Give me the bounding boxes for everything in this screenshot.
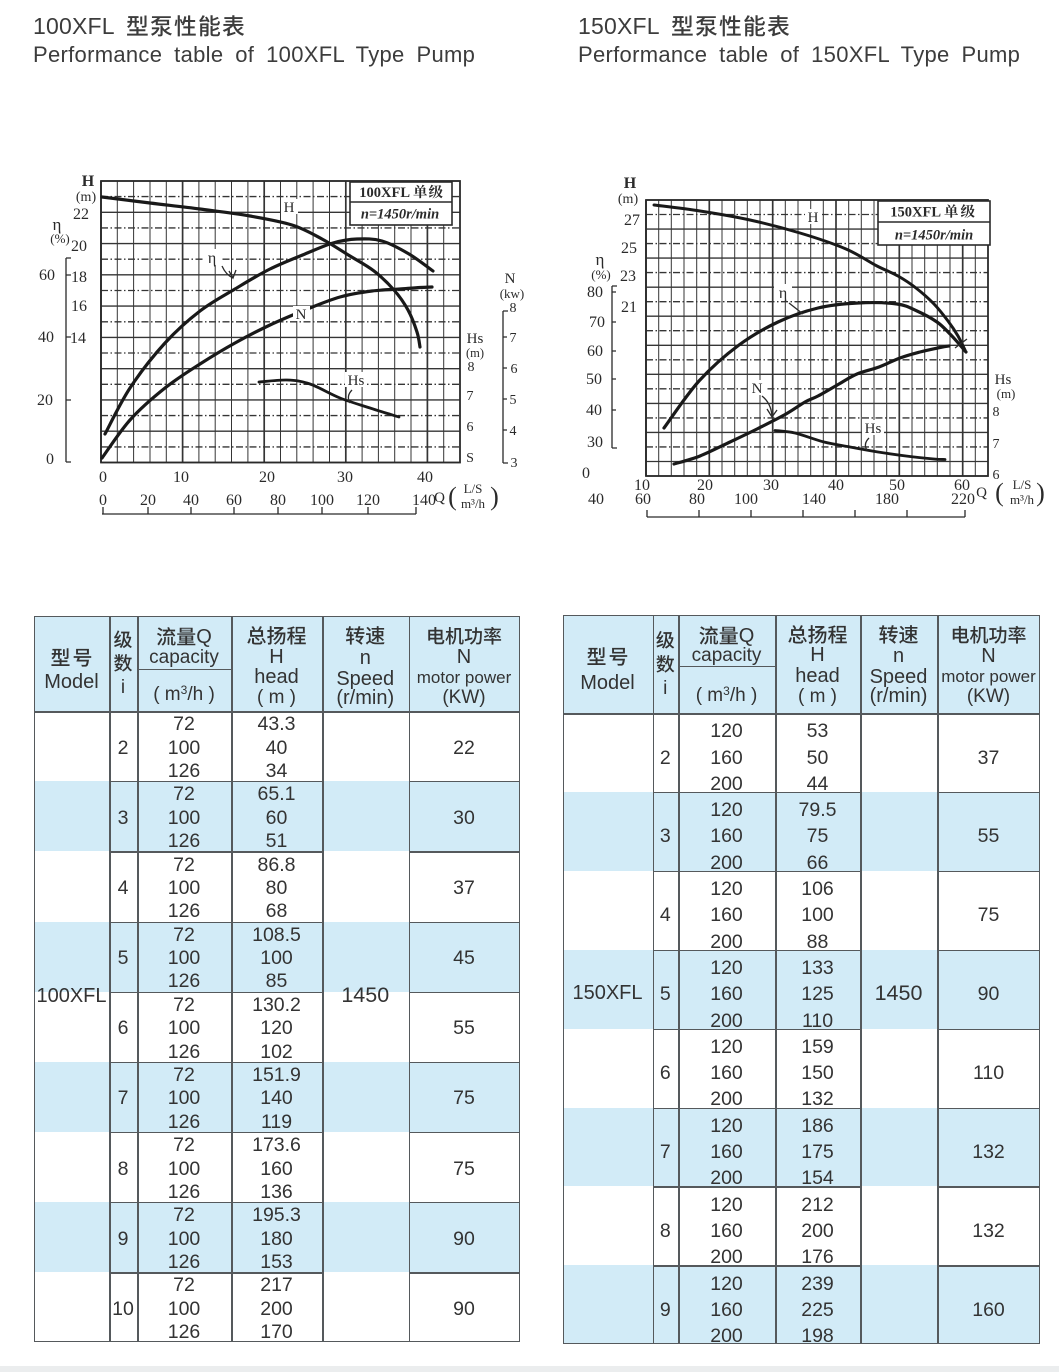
svg-text:n=1450r/min: n=1450r/min (361, 207, 439, 223)
svg-text:80: 80 (587, 284, 603, 301)
svg-text:0: 0 (46, 451, 54, 468)
svg-text:60: 60 (226, 492, 242, 509)
svg-text:H: H (624, 175, 637, 192)
svg-text:0: 0 (99, 492, 107, 509)
svg-text:100: 100 (310, 492, 334, 509)
svg-text:(%): (%) (591, 267, 611, 282)
svg-text:7: 7 (510, 331, 517, 346)
svg-text:16: 16 (71, 298, 87, 315)
svg-text:100: 100 (734, 491, 758, 508)
svg-text:30: 30 (587, 434, 603, 451)
svg-text:20: 20 (259, 469, 275, 486)
svg-text:): ) (490, 482, 499, 511)
svg-text:60: 60 (587, 343, 603, 360)
svg-text:η: η (208, 250, 216, 267)
svg-text:N: N (296, 307, 307, 323)
svg-text:21: 21 (621, 299, 637, 316)
svg-text:7: 7 (467, 389, 474, 404)
svg-text:20: 20 (140, 492, 156, 509)
svg-text:(m): (m) (997, 386, 1016, 401)
svg-text:14: 14 (70, 330, 86, 347)
svg-text:180: 180 (875, 491, 899, 508)
svg-text:6: 6 (467, 420, 474, 435)
svg-text:40: 40 (588, 491, 604, 508)
svg-text:Q: Q (434, 490, 445, 506)
svg-text:Q: Q (976, 485, 987, 501)
svg-text:150XFL: 150XFL (890, 205, 941, 221)
svg-text:N: N (752, 381, 763, 397)
svg-text:30: 30 (763, 477, 779, 494)
svg-text:4: 4 (510, 424, 517, 439)
svg-text:220: 220 (951, 491, 975, 508)
svg-text:10: 10 (173, 469, 189, 486)
svg-text:140: 140 (412, 492, 436, 509)
svg-text:22: 22 (73, 206, 89, 223)
svg-text:S: S (466, 451, 474, 466)
svg-text:40: 40 (586, 402, 602, 419)
svg-text:40: 40 (828, 477, 844, 494)
svg-text:(m): (m) (76, 190, 97, 205)
svg-text:0: 0 (99, 469, 107, 486)
svg-text:(kw): (kw) (500, 286, 525, 301)
svg-text:6: 6 (993, 468, 1000, 483)
svg-text:H: H (808, 210, 819, 226)
svg-text:0: 0 (582, 465, 590, 482)
svg-text:η: η (53, 215, 62, 234)
svg-text:Hs: Hs (467, 331, 484, 347)
svg-text:40: 40 (417, 469, 433, 486)
svg-text:8: 8 (468, 360, 475, 375)
svg-text:20: 20 (37, 392, 53, 409)
svg-text:η: η (779, 285, 787, 302)
svg-text:H: H (284, 200, 295, 216)
svg-text:6: 6 (511, 362, 518, 377)
svg-text:8: 8 (510, 301, 517, 316)
svg-text:70: 70 (589, 314, 605, 331)
svg-text:H: H (82, 173, 95, 190)
svg-text:80: 80 (689, 491, 705, 508)
svg-text:60: 60 (635, 491, 651, 508)
svg-text:Hs: Hs (865, 421, 882, 437)
svg-text:7: 7 (993, 437, 1000, 452)
svg-text:50: 50 (889, 477, 905, 494)
svg-text:10: 10 (634, 477, 650, 494)
svg-text:(m): (m) (466, 346, 484, 360)
svg-text:80: 80 (270, 492, 286, 509)
svg-text:n=1450r/min: n=1450r/min (895, 228, 973, 244)
svg-text:30: 30 (337, 469, 353, 486)
svg-text:m³/h: m³/h (461, 496, 486, 511)
svg-text:100XFL: 100XFL (359, 185, 410, 201)
svg-text:Hs: Hs (348, 373, 365, 389)
svg-text:Hs: Hs (995, 372, 1012, 388)
svg-text:(: ( (995, 478, 1004, 507)
svg-text:L/S: L/S (1013, 477, 1032, 492)
svg-text:40: 40 (183, 492, 199, 509)
svg-text:(: ( (448, 482, 457, 511)
svg-text:20: 20 (697, 477, 713, 494)
svg-text:50: 50 (586, 371, 602, 388)
svg-text:8: 8 (993, 405, 1000, 420)
svg-text:20: 20 (71, 238, 87, 255)
svg-text:): ) (1036, 478, 1045, 507)
svg-text:120: 120 (356, 492, 380, 509)
svg-text:η: η (596, 250, 605, 269)
svg-text:N: N (505, 271, 516, 287)
svg-text:40: 40 (38, 329, 54, 346)
svg-text:18: 18 (71, 269, 87, 286)
svg-text:140: 140 (802, 491, 826, 508)
svg-text:23: 23 (620, 268, 636, 285)
svg-text:60: 60 (954, 477, 970, 494)
svg-text:25: 25 (621, 240, 637, 257)
svg-text:m³/h: m³/h (1010, 492, 1035, 507)
svg-text:3: 3 (511, 456, 518, 471)
svg-text:(%): (%) (50, 231, 70, 246)
svg-text:27: 27 (624, 212, 640, 229)
svg-text:(m): (m) (618, 192, 639, 207)
svg-text:60: 60 (39, 267, 55, 284)
svg-text:L/S: L/S (464, 481, 483, 496)
svg-text:5: 5 (510, 393, 517, 408)
